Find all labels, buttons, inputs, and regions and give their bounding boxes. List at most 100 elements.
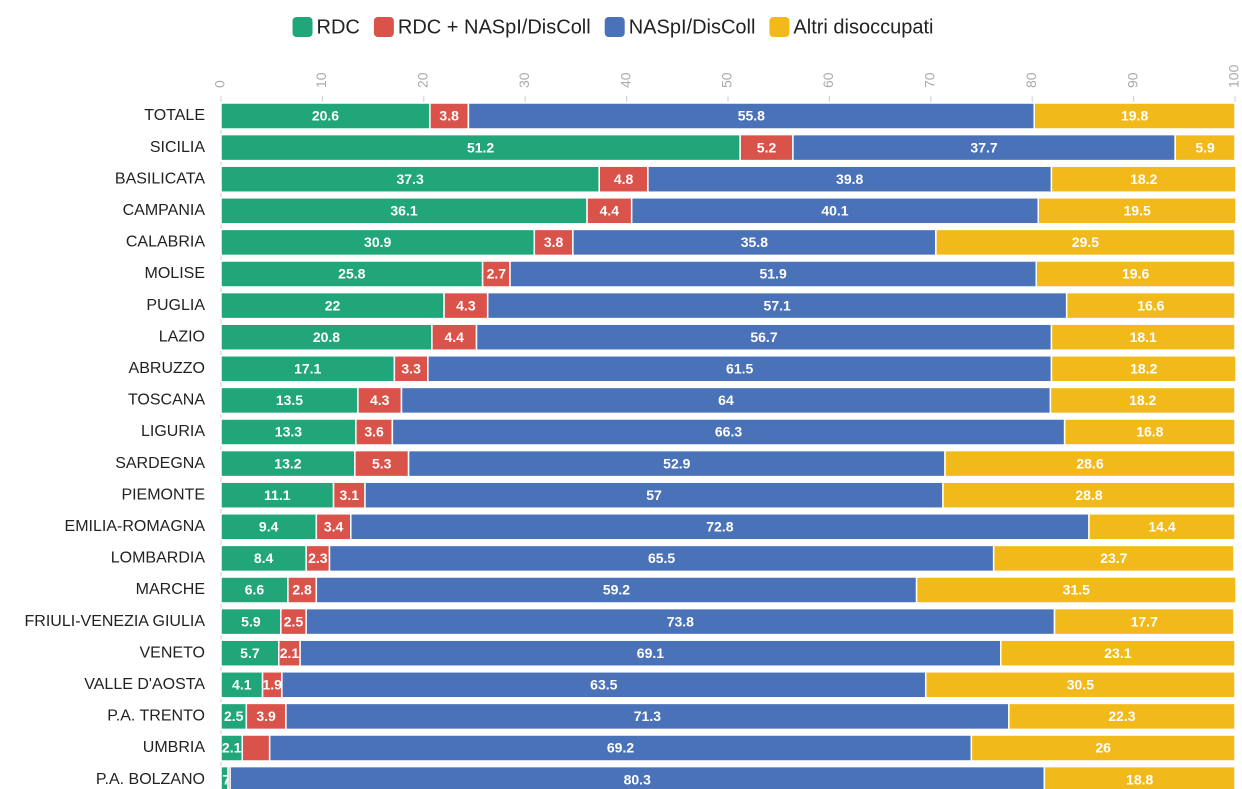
bar-segment — [1174, 133, 1236, 162]
bar-segment — [220, 671, 264, 699]
bar-segment — [354, 449, 410, 478]
category-label: CAMPANIA — [123, 202, 206, 219]
bar-segment — [944, 449, 1236, 478]
data-label: 19.8 — [1121, 108, 1148, 124]
data-label: 5.9 — [241, 613, 261, 629]
bar-segment — [1035, 260, 1236, 288]
x-tick-label: 30 — [516, 72, 532, 88]
data-label: 19.5 — [1124, 203, 1151, 219]
bar-segment — [280, 607, 307, 636]
bar-segment — [1037, 197, 1237, 225]
data-label: 18.8 — [1126, 771, 1153, 787]
bar-segment — [355, 418, 394, 446]
data-label: 3.1 — [340, 487, 360, 503]
data-label: 37.3 — [396, 171, 423, 187]
data-label: 23.1 — [1104, 645, 1131, 661]
bar-segment — [924, 671, 1236, 699]
bar-segment — [220, 102, 431, 130]
data-label: 2.8 — [292, 582, 312, 598]
bar-segment — [586, 197, 633, 225]
category-label: ABRUZZO — [129, 360, 205, 377]
bar-segment — [305, 607, 1056, 636]
data-label: 5.3 — [372, 455, 392, 471]
data-label: 18.2 — [1130, 171, 1157, 187]
bar-segment — [220, 165, 600, 193]
x-tick-label: 10 — [313, 72, 329, 88]
data-label: 13.2 — [274, 455, 301, 471]
data-label: 1.9 — [262, 677, 282, 693]
bar-segment — [220, 544, 307, 573]
data-label: 2.5 — [284, 613, 304, 629]
data-label: 28.6 — [1076, 455, 1103, 471]
category-label: MARCHE — [136, 581, 205, 598]
bar-segment — [475, 323, 1053, 351]
data-label: 13.5 — [276, 392, 303, 408]
data-label: 14.4 — [1148, 519, 1175, 535]
data-label: 26 — [1095, 740, 1111, 756]
bar-segment — [1043, 765, 1236, 789]
bar-segment — [429, 102, 470, 130]
data-label: 3.6 — [364, 424, 384, 440]
bar-segment — [1050, 355, 1237, 383]
data-label: 4.4 — [600, 203, 620, 219]
data-label: 3.8 — [544, 234, 564, 250]
category-label: SICILIA — [150, 139, 205, 156]
data-label: 17.1 — [294, 361, 321, 377]
data-label: 18.2 — [1129, 392, 1156, 408]
data-label: 3.9 — [256, 708, 276, 724]
x-tick-label: 90 — [1124, 72, 1140, 88]
data-label: 13.3 — [275, 424, 302, 440]
data-label: 11.1 — [264, 487, 291, 503]
bar-segment — [220, 355, 396, 383]
legend-label: Altri disoccupati — [793, 16, 933, 38]
data-label: 2.7 — [487, 266, 507, 282]
bar-segment — [970, 734, 1236, 762]
bar-segment — [220, 197, 588, 225]
x-tick-label: 60 — [820, 72, 836, 88]
bar-segment — [328, 544, 995, 573]
data-label: 20.6 — [312, 108, 339, 124]
data-label: 29.5 — [1072, 234, 1099, 250]
x-tick-label: 100 — [1226, 64, 1242, 88]
data-label: 19.6 — [1122, 266, 1149, 282]
bar-segment — [350, 513, 1090, 541]
x-tick-label: 40 — [617, 72, 633, 88]
bar-segment — [1050, 165, 1237, 193]
data-label: 69.2 — [607, 740, 634, 756]
bar-segment — [533, 228, 574, 257]
bar-segment — [1088, 513, 1236, 541]
data-label: 36.1 — [390, 203, 417, 219]
category-label: PUGLIA — [146, 297, 205, 314]
data-label: 39.8 — [836, 171, 863, 187]
data-label: 64 — [718, 392, 734, 408]
bar-segment — [357, 386, 403, 415]
data-label: 55.8 — [738, 108, 765, 124]
legend-swatch — [292, 17, 313, 37]
bar-segment — [630, 197, 1040, 225]
x-tick-label: 50 — [719, 72, 735, 88]
category-label: TOTALE — [144, 107, 205, 124]
bar-segment — [467, 102, 1035, 130]
bar-segment — [935, 228, 1236, 257]
data-label: 52.9 — [663, 455, 690, 471]
category-label: P.A. TRENTO — [107, 708, 205, 725]
data-label: 3.4 — [324, 519, 344, 535]
data-label: 23.7 — [1100, 550, 1127, 566]
bar-segment — [220, 133, 741, 162]
category-label: P.A. BOLZANO — [96, 771, 205, 788]
data-label: 22 — [325, 297, 341, 313]
data-label: 20.8 — [313, 329, 340, 345]
data-label: 73.8 — [667, 613, 694, 629]
bar-segment — [1008, 702, 1236, 731]
data-label: 51.9 — [759, 266, 786, 282]
data-label: 80.3 — [624, 771, 651, 787]
category-label: MOLISE — [145, 265, 205, 282]
bar-segment — [220, 323, 433, 351]
data-label: 2.1 — [222, 740, 242, 756]
legend-label: RDC — [317, 16, 360, 38]
bar-segment — [220, 639, 280, 667]
bar-segment — [220, 386, 359, 415]
bar-segment — [287, 576, 318, 604]
legend-swatch — [769, 17, 790, 37]
